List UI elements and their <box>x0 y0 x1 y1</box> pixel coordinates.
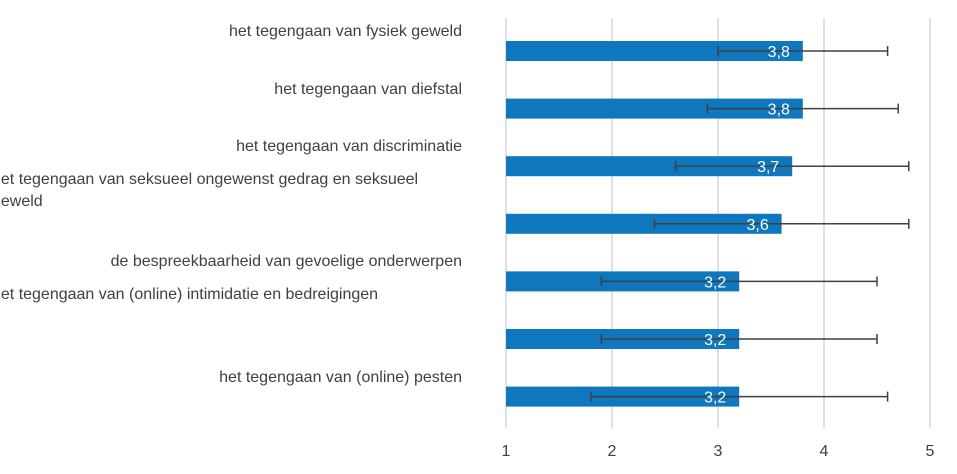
data-label: 3,7 <box>757 159 779 176</box>
data-label: 3,8 <box>768 102 790 119</box>
data-label: 3,2 <box>704 332 726 349</box>
x-tick-label: 4 <box>820 443 829 460</box>
error-bars <box>590 46 910 402</box>
x-axis-ticks: 1 2 3 4 5 <box>502 443 935 460</box>
x-tick-label: 2 <box>608 443 617 460</box>
bar <box>506 213 782 234</box>
category-label: het tegengaan van fysiek geweld <box>228 23 462 40</box>
data-label: 3,2 <box>704 274 726 291</box>
category-label: het tegengaan van seksueel ongewenst ged… <box>0 170 419 210</box>
data-label: 3,2 <box>704 390 726 407</box>
category-label: het tegengaan van discriminatie <box>236 138 462 156</box>
x-tick-label: 5 <box>926 443 935 460</box>
data-label: 3,8 <box>768 44 790 61</box>
bar <box>506 98 803 119</box>
category-label: het tegengaan van diefstal <box>274 80 462 98</box>
bar <box>506 156 793 177</box>
category-label: het tegengaan van (online) pesten <box>219 368 462 386</box>
category-label: de bespreekbaarheid van gevoelige onderw… <box>110 253 462 271</box>
x-tick-label: 3 <box>714 443 723 460</box>
data-label: 3,6 <box>746 217 768 234</box>
bar <box>506 41 803 61</box>
x-tick-label: 1 <box>502 443 511 460</box>
data-labels: 3,8 3,8 3,7 3,6 3,2 3,2 3,2 <box>704 44 790 407</box>
category-label: het tegengaan van (online) intimidatie e… <box>0 286 379 303</box>
